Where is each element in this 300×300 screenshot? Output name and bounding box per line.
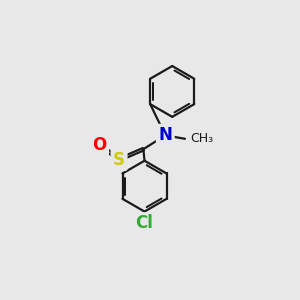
Text: CH₃: CH₃ xyxy=(191,132,214,145)
Text: O: O xyxy=(92,136,106,154)
Text: N: N xyxy=(158,126,172,144)
Text: Cl: Cl xyxy=(136,214,153,232)
Text: S: S xyxy=(113,151,125,169)
